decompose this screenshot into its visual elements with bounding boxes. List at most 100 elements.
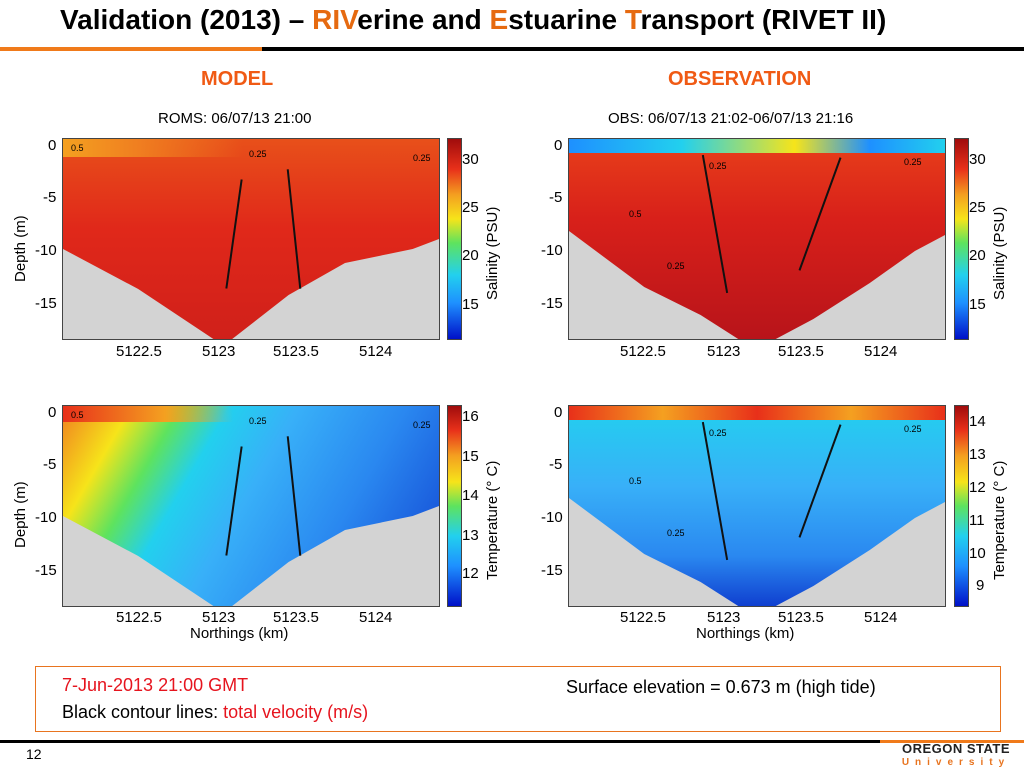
ytick: 0	[48, 137, 57, 154]
ytick: -15	[35, 562, 57, 579]
ytick: -10	[35, 509, 57, 526]
observation-heading: OBSERVATION	[668, 68, 812, 90]
ytick: -10	[541, 242, 563, 259]
ytick: -15	[541, 562, 563, 579]
model-temperature-plot: 0.5 0.25 0.25	[62, 405, 440, 607]
page-number: 12	[26, 746, 42, 762]
contour-label: 0.5	[71, 410, 84, 420]
xtick: 5123.5	[273, 343, 319, 360]
obs-salinity-field	[569, 139, 945, 339]
xtick: 5123	[202, 343, 236, 360]
ytick: 0	[48, 404, 57, 421]
footer-rule	[0, 740, 1024, 743]
ytick: -15	[541, 295, 563, 312]
footer-rule-orange	[880, 740, 1024, 743]
model-temperature-surface-warm	[63, 406, 233, 422]
colorbar-label: Salinity (PSU)	[484, 206, 501, 300]
xtick: 5122.5	[620, 609, 666, 626]
colorbar-label: Temperature (° C)	[484, 460, 501, 580]
contour-label: 0.25	[413, 420, 431, 430]
cbar-tick: 10	[969, 545, 986, 562]
obs-temperature-plot: 0.5 0.25 0.25 0.25	[568, 405, 946, 607]
obs-temperature-field	[569, 406, 945, 606]
cbar-tick: 20	[969, 247, 986, 264]
colorbar-label: Temperature (° C)	[991, 460, 1008, 580]
model-salinity-field	[63, 139, 439, 339]
temperature-colorbar	[954, 405, 969, 607]
contour-label: 0.25	[413, 153, 431, 163]
xtick: 5123	[707, 609, 741, 626]
contour-label: 0.5	[71, 143, 84, 153]
x-axis-label: Northings (km)	[190, 625, 289, 642]
cbar-tick: 30	[462, 151, 479, 168]
cbar-tick: 12	[969, 479, 986, 496]
slide-title: Validation (2013) – RIVerine and Estuari…	[60, 4, 887, 35]
cbar-tick: 9	[976, 577, 985, 594]
contour-label: 0.25	[904, 424, 922, 434]
contour-label: 0.5	[629, 209, 642, 219]
cbar-tick: 11	[969, 512, 985, 529]
title-rule-orange	[0, 47, 262, 51]
contour-legend: Black contour lines: total velocity (m/s…	[62, 702, 369, 722]
model-salinity-plot: 0.5 0.25 0.25	[62, 138, 440, 340]
model-panel-title: ROMS: 06/07/13 21:00	[158, 110, 312, 127]
model-heading: MODEL	[201, 68, 274, 90]
ytick: -5	[43, 189, 57, 206]
obs-salinity-surface	[569, 139, 945, 153]
ytick: 0	[554, 404, 563, 421]
xtick: 5122.5	[620, 343, 666, 360]
ytick: -10	[35, 242, 57, 259]
xtick: 5123.5	[273, 609, 319, 626]
ytick: -15	[35, 295, 57, 312]
title-rule-black	[262, 47, 1024, 51]
contour-label: 0.25	[709, 161, 727, 171]
xtick: 5124	[864, 343, 898, 360]
cbar-tick: 15	[969, 296, 986, 313]
cbar-tick: 25	[969, 199, 986, 216]
xtick: 5124	[359, 343, 393, 360]
xtick: 5124	[359, 609, 393, 626]
obs-temperature-surface	[569, 406, 945, 420]
y-axis-label: Depth (m)	[12, 215, 29, 282]
cbar-tick: 25	[462, 199, 479, 216]
salinity-colorbar	[954, 138, 969, 340]
obs-panel-title: OBS: 06/07/13 21:02-06/07/13 21:16	[608, 110, 854, 127]
contour-label: 0.25	[249, 416, 267, 426]
xtick: 5123.5	[778, 609, 824, 626]
salinity-colorbar	[447, 138, 462, 340]
contour-label: 0.25	[709, 428, 727, 438]
obs-salinity-plot: 0.5 0.25 0.25 0.25	[568, 138, 946, 340]
model-salinity-surface-fresh	[63, 139, 243, 157]
cbar-tick: 16	[462, 408, 479, 425]
ytick: -10	[541, 509, 563, 526]
cbar-tick: 14	[969, 413, 986, 430]
contour-label: 0.25	[667, 261, 685, 271]
temperature-colorbar	[447, 405, 462, 607]
xtick: 5122.5	[116, 609, 162, 626]
cbar-tick: 13	[969, 446, 986, 463]
contour-label: 0.25	[904, 157, 922, 167]
xtick: 5123	[202, 609, 236, 626]
info-box	[35, 666, 1001, 732]
xtick: 5123	[707, 343, 741, 360]
ytick: -5	[549, 456, 563, 473]
ytick: -5	[549, 189, 563, 206]
colorbar-label: Salinity (PSU)	[991, 206, 1008, 300]
logo-subtitle: University	[901, 757, 1011, 768]
date-text: 7-Jun-2013 21:00 GMT	[62, 675, 249, 695]
ytick: 0	[554, 137, 563, 154]
ytick: -5	[43, 456, 57, 473]
y-axis-label: Depth (m)	[12, 481, 29, 548]
cbar-tick: 30	[969, 151, 986, 168]
cbar-tick: 13	[462, 527, 479, 544]
cbar-tick: 12	[462, 565, 479, 582]
contour-label: 0.25	[249, 149, 267, 159]
logo-wordmark: OREGON STATE	[901, 741, 1011, 756]
contour-label: 0.25	[667, 528, 685, 538]
model-temperature-field	[63, 406, 439, 606]
x-axis-label: Northings (km)	[696, 625, 795, 642]
xtick: 5123.5	[778, 343, 824, 360]
cbar-tick: 20	[462, 247, 479, 264]
xtick: 5122.5	[116, 343, 162, 360]
contour-label: 0.5	[629, 476, 642, 486]
